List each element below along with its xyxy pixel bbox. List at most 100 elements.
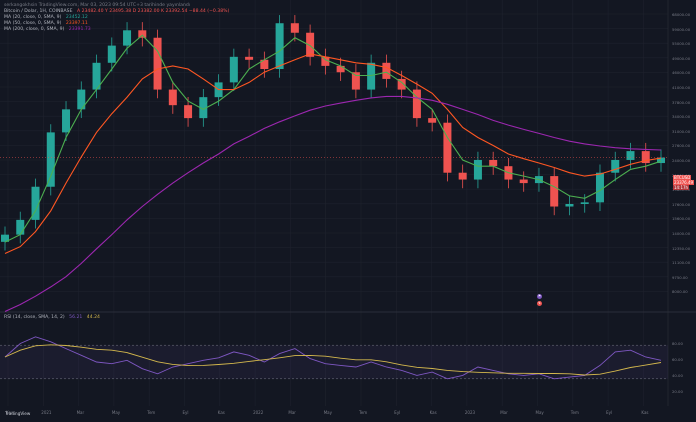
rsi-tick-label: 80.00 [672,341,683,346]
candle-body [184,105,193,119]
price-tick-label: 46000.00 [672,70,691,76]
price-badge: 23376.49 [673,180,695,185]
price-tick-label: 17600.00 [672,201,691,207]
candle-body [46,132,55,187]
candle-body [550,176,559,207]
rsi-tick-label: 20.00 [672,389,683,394]
ma20-label: MA (20, close, 0, SMA, 9) [4,15,62,20]
price-tick-label: 8000.00 [672,289,688,295]
candle-body [443,122,452,173]
rsi-value: 56.21 [69,315,83,320]
candle-body [519,179,528,184]
candle-body [92,62,101,90]
candle-body [16,219,25,235]
price-tick-label: 15600.00 [672,216,691,222]
time-tick-label: Tem [359,410,368,415]
candle-body [336,65,345,73]
ma200-value: 23391.73 [68,27,91,32]
event-flag-icon[interactable]: ⚑ [537,294,542,299]
price-tick-label: 9750.00 [672,274,688,280]
candle-body [595,172,604,203]
ma200-line [4,95,662,313]
candle-body [489,159,498,167]
price-tick-label: 34000.00 [672,114,691,120]
candle-body [397,78,406,90]
ma50-line [4,53,662,255]
ma50-legend[interactable]: MA (50, close, 0, SMA, 9) 23397.11 [4,21,91,27]
symbol-badge: BTCUSD [673,175,692,180]
time-tick-label: Kas [429,410,437,415]
price-tick-label: 12350.00 [672,245,691,251]
rsi-legend[interactable]: RSI (14, close, SMA, 14, 2) 56.21 44.24 [4,315,103,321]
candle-body [412,89,421,119]
candle-body [611,159,620,173]
candle-body [275,23,284,70]
candle-body [657,157,665,164]
time-tick-label: Mar [500,410,508,415]
candle-body [77,89,86,110]
candle-body [245,56,254,60]
time-tick-label: Tem [147,410,156,415]
candle-body [138,30,147,38]
ma20-line [4,34,662,243]
publish-watermark: serkangokhsin TradingView.com, Mar 03, 2… [4,3,191,8]
rsi-label: RSI (14, close, SMA, 14, 2) [4,315,65,320]
time-tick-label: Eyl [394,410,401,415]
price-tick-label: 14000.00 [672,231,691,236]
price-tick-label: 31000.00 [672,128,691,134]
candle-body [382,62,391,79]
rsi-ma-line [4,344,662,376]
ohlc-values: A 23482.40 Y 23495.38 D 23382.00 K 23392… [76,9,230,14]
candle-body [153,37,162,90]
candle-body [458,172,467,180]
candle-body [428,118,437,123]
candle-body [62,109,71,133]
candle-body [123,30,132,46]
time-tick-label: Eyl [182,410,189,415]
time-tick-label: May [323,410,332,415]
rsi-tick-label: 40.00 [672,373,683,378]
candle-body [260,59,269,70]
ma200-legend[interactable]: MA (200, close, 0, SMA, 9) 23391.73 [4,27,94,33]
time-tick-label: Kas [217,410,225,415]
time-tick-label: 2022 [253,410,264,415]
price-tick-label: 41000.00 [672,85,691,90]
price-tick-label: 59000.00 [672,26,691,32]
candle-body [321,56,330,66]
time-tick-label: May [111,410,121,415]
candle-body [31,186,40,220]
price-tick-label: 37800.00 [672,99,691,105]
candle-body [306,32,315,57]
candle-body [229,56,238,83]
price-tick-label: 68000.00 [672,12,691,17]
candle-body [641,151,650,164]
tradingview-logo: TradingView [5,411,31,416]
candle-body [290,23,299,33]
rsi-line [4,336,662,380]
time-tick-label: Mar [288,410,296,415]
dividend-marker-icon[interactable]: ↯ [537,301,542,306]
candle-body [367,62,376,90]
countdown-badge: 14:17h [673,185,690,190]
symbol-title: Bitcoin / Dolar, 1H, COINBASE [4,9,73,14]
price-tick-label: 27600.00 [672,143,691,149]
price-tick-label: 24000.00 [672,158,691,163]
candle-body [565,203,574,207]
candle-body [473,159,482,180]
time-tick-label: Mar [76,410,85,415]
price-tick-label: 55000.00 [672,41,691,47]
candle-body [168,89,177,106]
time-tick-label: Eyl [606,410,613,415]
rsi-ma-value: 44.24 [86,315,100,320]
ma20-legend[interactable]: MA (20, close, 0, SMA, 9) 23452.12 [4,15,91,21]
price-tick-label: 11100.00 [672,260,691,266]
ma50-value: 23397.11 [65,21,88,26]
candle-body [1,234,9,242]
ma20-value: 23452.12 [65,15,88,20]
candle-body [351,72,360,90]
candle-body [199,97,208,119]
price-tick-label: 49000.00 [672,55,691,61]
candle-body [107,45,116,63]
